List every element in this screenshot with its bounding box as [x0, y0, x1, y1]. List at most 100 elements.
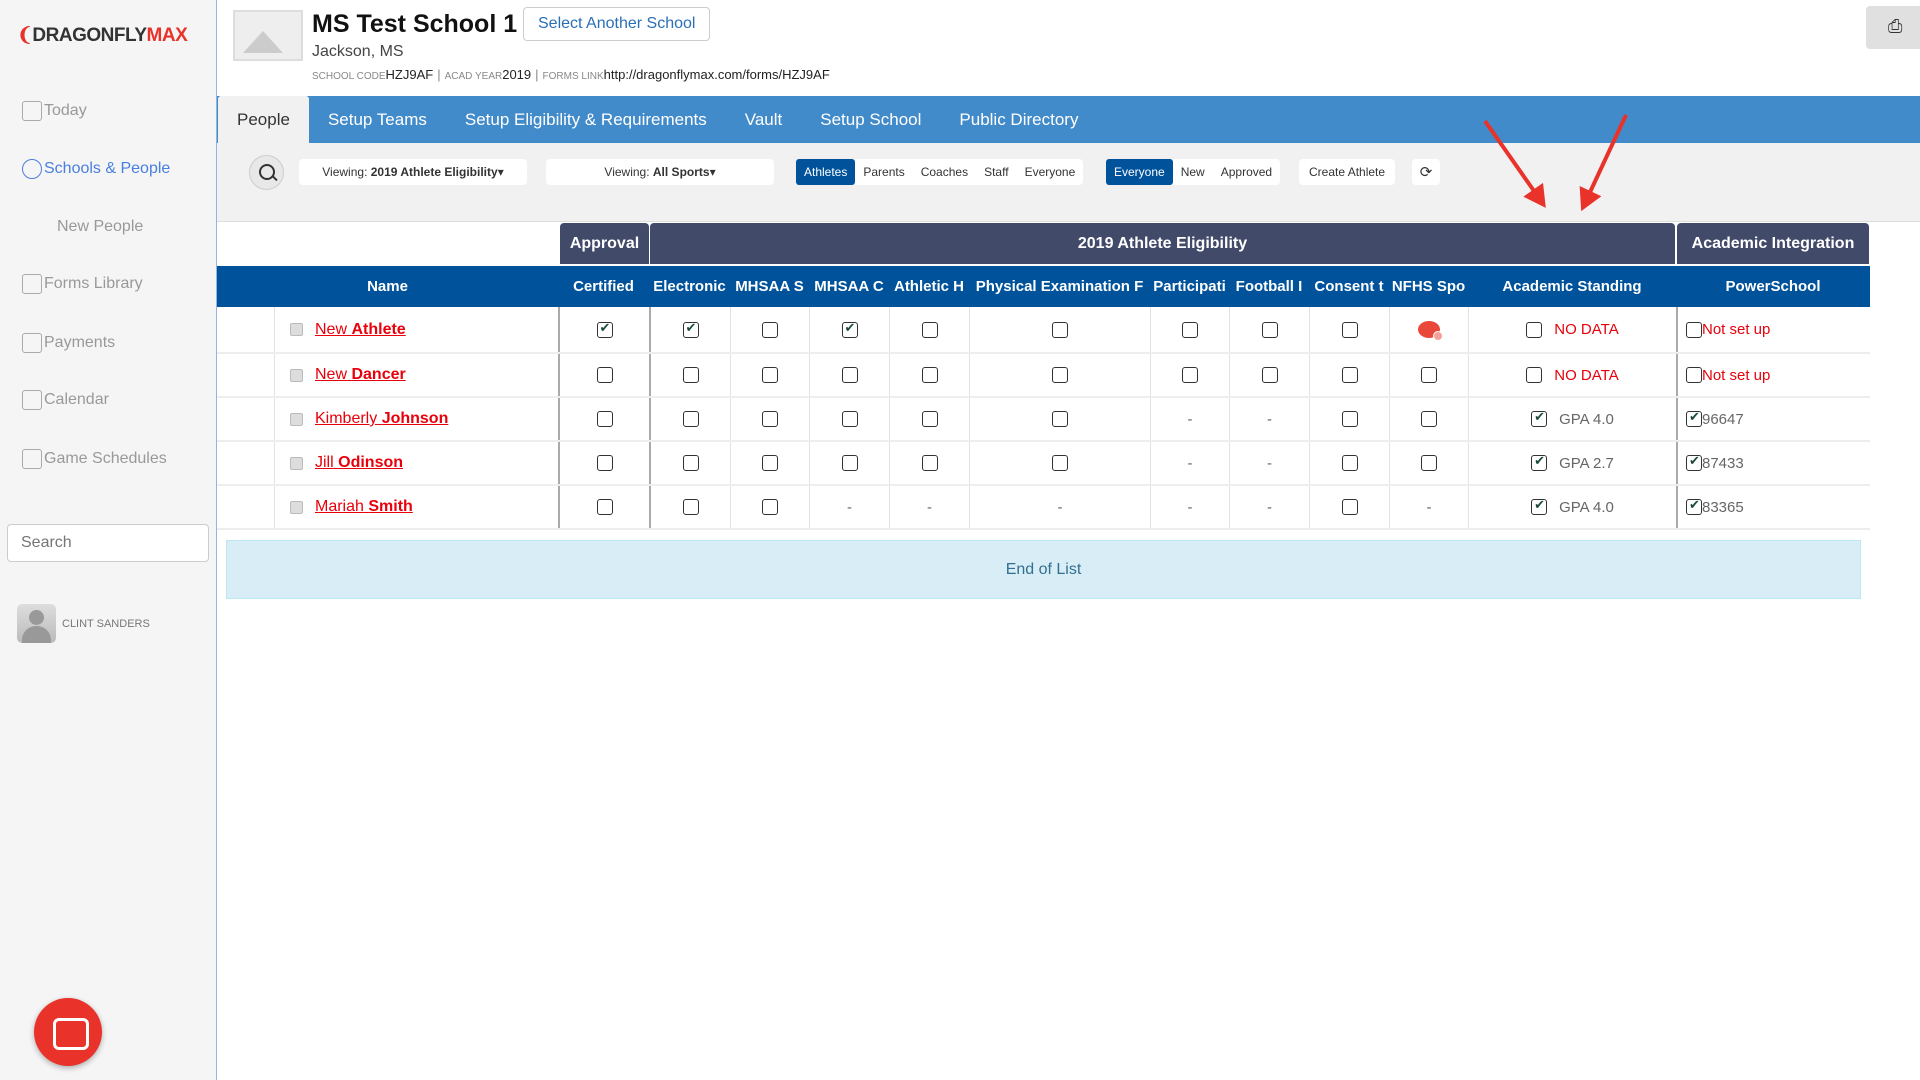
select-another-school-button[interactable]: Select Another School — [523, 7, 711, 41]
view-dropdown[interactable]: Viewing: 2019 Athlete Eligibility ▾ — [299, 159, 527, 185]
checkbox[interactable] — [1052, 455, 1068, 471]
checkbox[interactable] — [762, 455, 778, 471]
checkbox[interactable] — [1182, 367, 1198, 383]
checkbox-checked[interactable] — [1531, 497, 1548, 515]
checkbox-checked[interactable] — [841, 320, 858, 338]
tab-setup-eligibility-requirements[interactable]: Setup Eligibility & Requirements — [464, 110, 707, 129]
checkbox[interactable] — [921, 321, 938, 338]
checkbox-checked[interactable] — [1686, 409, 1702, 427]
checkbox[interactable] — [1526, 367, 1543, 383]
checkbox[interactable] — [1421, 367, 1437, 383]
column-header[interactable]: MHSAA C — [814, 278, 884, 295]
sidebar-item-new-people[interactable]: New People — [57, 218, 143, 236]
checkbox[interactable] — [841, 367, 858, 383]
checkbox[interactable] — [841, 455, 858, 471]
checkbox[interactable] — [1052, 367, 1068, 383]
row-select-checkbox[interactable] — [290, 412, 303, 426]
checkbox[interactable] — [921, 411, 938, 427]
checkbox[interactable] — [1421, 455, 1437, 471]
tab-setup-school[interactable]: Setup School — [820, 110, 922, 129]
checkbox[interactable] — [1341, 499, 1358, 515]
column-header[interactable]: Participati — [1153, 278, 1226, 295]
checkbox[interactable] — [1341, 411, 1358, 427]
filter-coaches[interactable]: Coaches — [920, 165, 969, 179]
sports-dropdown[interactable]: Viewing: All Sports ▾ — [546, 159, 774, 185]
checkbox[interactable] — [682, 455, 699, 471]
column-header[interactable]: Football I — [1235, 278, 1303, 295]
row-select-checkbox[interactable] — [290, 368, 303, 382]
filter-everyone[interactable]: Everyone — [1024, 165, 1076, 179]
checkbox[interactable] — [596, 499, 613, 515]
filter-staff[interactable]: Staff — [984, 165, 1009, 179]
checkbox[interactable] — [682, 367, 699, 383]
checkbox[interactable] — [1052, 321, 1068, 338]
row-select-checkbox[interactable] — [290, 500, 303, 514]
checkbox[interactable] — [682, 499, 699, 515]
checkbox-checked[interactable] — [1686, 497, 1702, 515]
column-header[interactable]: Electronic — [653, 278, 726, 295]
filter-new[interactable]: New — [1180, 165, 1205, 179]
checkbox[interactable] — [762, 321, 778, 338]
chat-support-button[interactable] — [34, 998, 102, 1066]
checkbox[interactable] — [1261, 321, 1278, 338]
column-header[interactable]: PowerSchool — [1725, 278, 1821, 295]
checkbox[interactable] — [596, 411, 613, 427]
checkbox[interactable] — [1526, 321, 1543, 338]
refresh-icon[interactable]: ⟳ — [1412, 159, 1440, 185]
sidebar-item-today[interactable]: Today — [22, 101, 87, 121]
column-header[interactable]: Academic Standing — [1502, 278, 1642, 295]
column-header[interactable]: Physical Examination F — [975, 278, 1144, 295]
athlete-name-link[interactable]: Kimberly Johnson — [315, 410, 448, 428]
filter-athletes[interactable]: Athletes — [796, 159, 856, 185]
checkbox[interactable] — [921, 455, 938, 471]
print-button[interactable]: ⎙ — [1866, 6, 1920, 49]
row-select-checkbox[interactable] — [290, 323, 303, 336]
column-header[interactable]: NFHS Spo — [1391, 278, 1466, 295]
checkbox[interactable] — [841, 411, 858, 427]
checkbox[interactable] — [762, 499, 778, 515]
filter-approved[interactable]: Approved — [1220, 165, 1273, 179]
athlete-name-link[interactable]: New Athlete — [315, 321, 406, 339]
checkbox[interactable] — [1686, 367, 1702, 383]
tab-public-directory[interactable]: Public Directory — [959, 110, 1079, 129]
column-header[interactable]: Name — [367, 278, 408, 295]
sidebar-item-schools-people[interactable]: Schools & People — [22, 159, 170, 179]
checkbox[interactable] — [596, 455, 613, 471]
checkbox[interactable] — [1341, 321, 1358, 338]
filter-parents[interactable]: Parents — [863, 165, 905, 179]
checkbox[interactable] — [762, 367, 778, 383]
user-profile[interactable]: CLINT SANDERS — [17, 604, 150, 643]
sidebar-item-forms-library[interactable]: Forms Library — [22, 274, 143, 294]
checkbox[interactable] — [1686, 321, 1702, 338]
column-header[interactable]: Athletic H — [893, 278, 964, 295]
checkbox[interactable] — [1341, 455, 1358, 471]
sidebar-item-game-schedules[interactable]: Game Schedules — [22, 449, 167, 469]
checkbox-checked[interactable] — [1531, 453, 1548, 471]
checkbox[interactable] — [596, 367, 613, 383]
checkbox-checked[interactable] — [596, 320, 613, 338]
checkbox[interactable] — [1421, 411, 1437, 427]
sidebar-item-calendar[interactable]: Calendar — [22, 390, 109, 410]
alert-comment-icon[interactable] — [1418, 321, 1443, 341]
checkbox[interactable] — [762, 411, 778, 427]
athlete-name-link[interactable]: Mariah Smith — [315, 498, 413, 516]
tab-setup-teams[interactable]: Setup Teams — [327, 110, 427, 129]
checkbox[interactable] — [1261, 367, 1278, 383]
athlete-name-link[interactable]: Jill Odinson — [315, 454, 403, 472]
checkbox-checked[interactable] — [1531, 409, 1548, 427]
checkbox[interactable] — [1182, 321, 1198, 338]
sidebar-search-input[interactable] — [7, 524, 209, 562]
checkbox[interactable] — [1341, 367, 1358, 383]
column-header[interactable]: Consent t — [1314, 278, 1384, 295]
checkbox-checked[interactable] — [682, 320, 699, 338]
search-button[interactable] — [249, 155, 284, 190]
tab-vault[interactable]: Vault — [744, 110, 783, 129]
checkbox[interactable] — [1052, 411, 1068, 427]
athlete-name-link[interactable]: New Dancer — [315, 366, 406, 384]
sidebar-item-payments[interactable]: Payments — [22, 333, 115, 353]
dragonflymax-logo[interactable]: ❨DRAGONFLYMAX — [17, 25, 188, 46]
forms-link[interactable]: http://dragonflymax.com/forms/HZJ9AF — [603, 67, 830, 82]
filter-everyone[interactable]: Everyone — [1106, 159, 1173, 185]
column-header[interactable]: Certified — [573, 278, 634, 295]
checkbox[interactable] — [921, 367, 938, 383]
